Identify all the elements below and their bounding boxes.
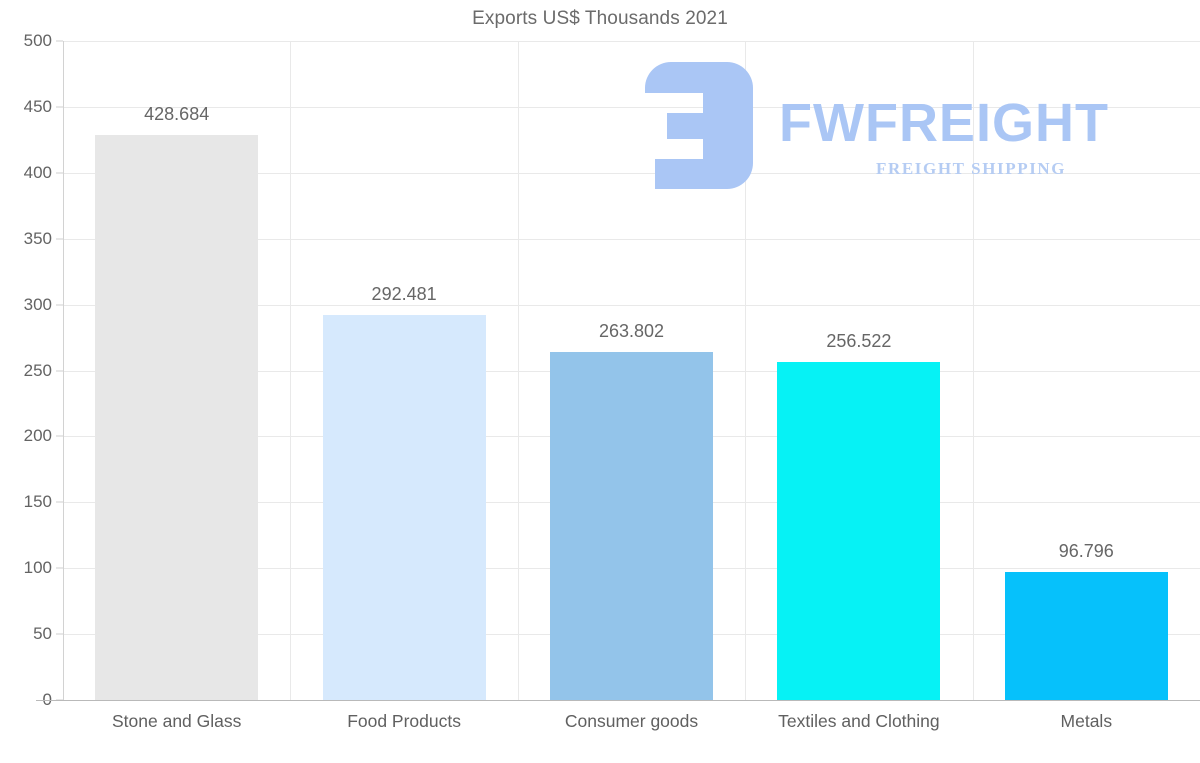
bar-value-label: 256.522 — [826, 330, 892, 351]
y-axis-tick-label: 400 — [23, 162, 52, 182]
gridline-horizontal — [63, 172, 1200, 174]
bar-value-label: 292.481 — [371, 283, 437, 304]
y-axis-line — [63, 41, 64, 701]
y-axis-tick-mark — [56, 304, 63, 306]
y-axis-tick-label: 50 — [33, 624, 52, 644]
x-axis-category-label: Textiles and Clothing — [778, 711, 940, 731]
bar[interactable] — [95, 135, 259, 700]
bar-value-label: 428.684 — [144, 103, 210, 124]
gridline-vertical — [973, 41, 974, 700]
bar[interactable] — [550, 352, 713, 700]
y-axis-tick-mark — [56, 370, 63, 371]
gridline-horizontal — [63, 106, 1200, 108]
y-axis-tick-mark — [56, 40, 63, 42]
y-axis-tick-label: 100 — [23, 558, 52, 578]
x-axis-category-label: Stone and Glass — [111, 711, 242, 731]
y-axis-tick-label: 0 — [0, 690, 52, 710]
gridline-horizontal — [63, 304, 1200, 306]
gridline-vertical — [518, 41, 519, 700]
y-axis-tick-mark — [56, 238, 63, 240]
y-axis-tick-label: 350 — [23, 228, 52, 248]
chart-title: Exports US$ Thousands 2021 — [472, 8, 728, 29]
y-axis-tick-mark — [56, 435, 63, 437]
gridline-vertical — [290, 41, 291, 700]
gridline-horizontal — [63, 41, 1200, 42]
x-axis-category-label: Food Products — [347, 711, 461, 731]
gridline-vertical — [745, 41, 746, 700]
plot-area — [63, 41, 1200, 701]
gridline-horizontal — [63, 238, 1200, 240]
y-axis-tick-label: 250 — [23, 360, 52, 380]
y-axis-tick-mark — [56, 106, 63, 108]
x-axis-line — [36, 700, 1200, 701]
x-axis-category-label: Consumer goods — [564, 711, 699, 731]
y-axis-tick-label: 300 — [23, 294, 52, 314]
bar[interactable] — [322, 314, 486, 700]
y-axis-tick-label: 500 — [23, 31, 52, 50]
y-axis-tick-label: 450 — [23, 96, 52, 116]
y-axis-tick-mark — [56, 172, 63, 174]
bar[interactable] — [777, 361, 941, 700]
x-axis-category-label: Metals — [1060, 711, 1113, 731]
y-axis-tick-label: 200 — [23, 426, 52, 446]
bar-value-label: 263.802 — [598, 321, 665, 342]
y-axis-tick-mark — [56, 633, 63, 635]
y-axis-tick-mark — [56, 567, 63, 569]
y-axis-tick-mark — [56, 501, 63, 503]
bar[interactable] — [1004, 572, 1168, 700]
bar-value-label: 96.796 — [1058, 541, 1114, 562]
y-axis-tick-label: 150 — [23, 492, 52, 512]
